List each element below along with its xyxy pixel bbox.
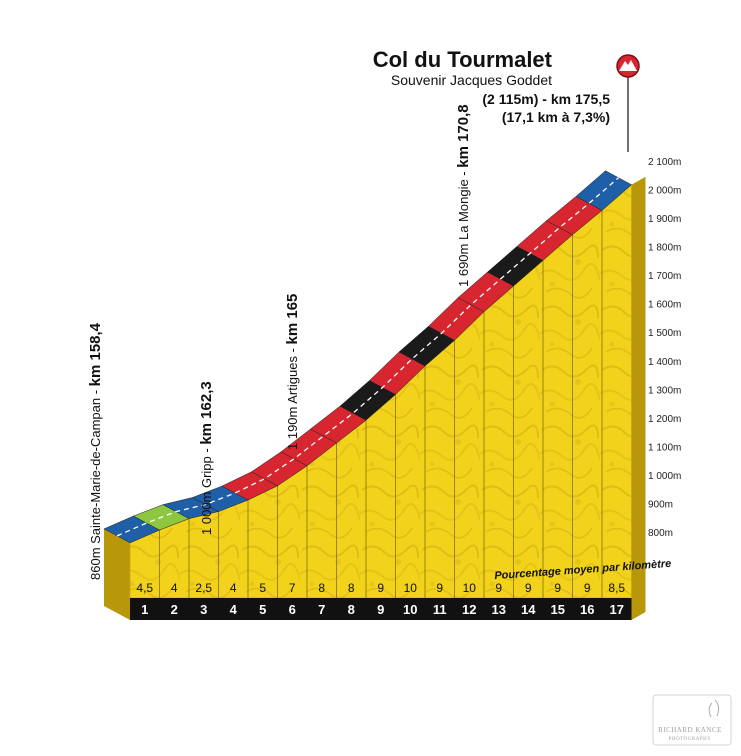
- waypoint-label: 860m Sainte-Marie-de-Campan - km 158,4: [87, 322, 104, 580]
- altitude-tick-label: 1 900m: [648, 214, 681, 225]
- summit-name: Col du Tourmalet: [373, 47, 553, 72]
- waypoint-place: 1 190m Artigues -: [285, 345, 300, 451]
- km-tick-label: 14: [521, 602, 536, 617]
- gradient-label: 9: [525, 581, 532, 595]
- photographer-watermark: RICHARD KANCE PHOTOGRAPHY: [652, 694, 732, 746]
- km-tick-label: 2: [171, 602, 178, 617]
- gradient-label: 8: [348, 581, 355, 595]
- waypoint-place: 1 690m La Mongie -: [456, 168, 471, 287]
- credit-name: RICHARD KANCE: [658, 726, 722, 734]
- gradient-label: 9: [554, 581, 561, 595]
- km-tick-label: 9: [377, 602, 384, 617]
- km-tick-label: 1: [141, 602, 148, 617]
- altitude-tick-label: 1 400m: [648, 357, 681, 368]
- altitude-tick-label: 2 000m: [648, 186, 681, 197]
- altitude-tick-label: 1 200m: [648, 414, 681, 425]
- altitude-tick-label: 800m: [648, 528, 673, 539]
- gradient-label: 10: [463, 581, 477, 595]
- km-tick-label: 11: [433, 602, 447, 617]
- gradient-label: 2,5: [195, 581, 212, 595]
- gradient-label: 4,5: [136, 581, 153, 595]
- gradient-label: 10: [404, 581, 418, 595]
- gradient-label: 8,5: [608, 581, 625, 595]
- km-tick-label: 13: [492, 602, 506, 617]
- km-base-strip: [130, 598, 632, 620]
- altitude-tick-label: 1 300m: [648, 385, 681, 396]
- gradient-label: 7: [289, 581, 296, 595]
- altitude-tick-label: 2 100m: [648, 157, 681, 168]
- gradient-label: 9: [436, 581, 443, 595]
- waypoint-label: 1 190m Artigues - km 165: [284, 294, 301, 450]
- altitude-tick-label: 1 700m: [648, 271, 681, 282]
- summit-mountain-icon: [616, 54, 640, 78]
- profile-side: [104, 176, 646, 620]
- waypoint-label: 1 000m Gripp - km 162,3: [198, 381, 215, 535]
- waypoint-km: km 162,3: [198, 381, 215, 444]
- altitude-tick-label: 1 800m: [648, 243, 681, 254]
- gradient-label: 9: [584, 581, 591, 595]
- gradient-label: 4: [171, 581, 178, 595]
- profile-right-side: [631, 176, 646, 620]
- altitude-tick-label: 1 500m: [648, 328, 681, 339]
- km-tick-label: 17: [610, 602, 624, 617]
- km-tick-label: 6: [289, 602, 296, 617]
- altitude-tick-label: 1 000m: [648, 471, 681, 482]
- altitude-tick-label: 1 600m: [648, 300, 681, 311]
- gradient-ridge: [103, 170, 632, 544]
- waypoint-km: km 158,4: [87, 322, 104, 386]
- km-base-bar: 1 2 3 4 5 6 7 8 9 10 11 12 13 14 15 16 17: [130, 598, 632, 620]
- km-tick-label: 12: [462, 602, 476, 617]
- profile-left-side: [104, 528, 130, 620]
- km-tick-label: 15: [551, 602, 565, 617]
- gradient-label: 9: [495, 581, 502, 595]
- km-tick-label: 8: [348, 602, 355, 617]
- km-tick-label: 16: [580, 602, 594, 617]
- gradient-label: 8: [318, 581, 325, 595]
- km-tick-label: 7: [318, 602, 325, 617]
- gradient-label: 4: [230, 581, 237, 595]
- km-tick-label: 4: [230, 602, 238, 617]
- gradient-label: 9: [377, 581, 384, 595]
- waypoint-label: 1 690m La Mongie - km 170,8: [455, 104, 472, 287]
- km-tick-label: 5: [259, 602, 266, 617]
- credit-sub: PHOTOGRAPHY: [669, 737, 712, 742]
- gradient-label: 5: [259, 581, 266, 595]
- altitude-axis: 2 100m 2 000m 1 900m 1 800m 1 700m 1 600m 1 50…: [648, 157, 681, 539]
- waypoint-place: 860m Sainte-Marie-de-Campan -: [88, 386, 103, 580]
- palm-icon: [708, 699, 720, 718]
- summit-subtitle: Souvenir Jacques Goddet: [391, 72, 552, 88]
- km-tick-label: 3: [200, 602, 207, 617]
- summit-altitude-km: (2 115m) - km 175,5: [482, 91, 610, 107]
- waypoint-km: km 165: [284, 294, 301, 345]
- summit-climb-stats: (17,1 km à 7,3%): [502, 109, 610, 125]
- gradient-labels: 4,5 4 2,5 4 5 7 8 8 9 10 9 10 9 9 9 9 8,5: [136, 581, 625, 595]
- summit-header: Col du Tourmalet Souvenir Jacques Goddet…: [373, 47, 640, 152]
- km-tick-label: 10: [403, 602, 417, 617]
- road-centerline: [116, 177, 619, 537]
- waypoint-km: km 170,8: [455, 104, 472, 167]
- waypoint-place: 1 000m Gripp -: [199, 445, 214, 535]
- altitude-tick-label: 900m: [648, 499, 673, 510]
- altitude-tick-label: 1 100m: [648, 442, 681, 453]
- km-gridlines: [159, 210, 603, 598]
- waypoint-labels: 860m Sainte-Marie-de-Campan - km 158,4 1 …: [87, 104, 472, 580]
